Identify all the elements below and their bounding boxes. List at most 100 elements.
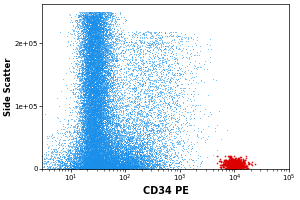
Point [140,110,144,113]
Point [92,100,96,103]
Point [81,84,86,87]
Point [235,165,239,169]
Point [89,19,94,22]
Point [94,101,98,104]
Point [244,164,249,167]
Point [110,167,115,171]
Point [125,99,130,103]
Point [93,91,98,94]
Point [96,66,101,69]
Point [86,130,91,133]
Point [131,146,136,150]
Point [81,86,86,89]
Point [187,133,191,136]
Point [83,95,88,98]
Point [87,152,92,155]
Point [128,150,133,153]
Point [96,165,101,169]
Point [81,160,85,163]
Point [81,101,86,105]
Point [91,84,95,87]
Point [70,166,74,169]
Point [195,92,200,95]
Point [113,56,118,60]
Point [102,31,107,35]
Point [93,165,98,168]
Point [88,63,92,66]
Point [88,148,93,151]
Point [85,71,90,75]
Point [97,15,102,18]
Point [116,135,121,138]
Point [153,158,158,162]
Point [104,34,109,37]
Point [110,156,115,159]
Point [174,126,178,129]
Point [82,28,86,31]
Point [106,157,111,160]
Point [161,127,166,130]
Point [92,73,97,77]
Point [89,130,94,133]
Point [164,90,169,93]
Point [93,28,98,32]
Point [93,28,98,31]
Point [119,137,124,141]
Point [96,146,101,149]
Point [97,162,102,165]
Point [140,150,145,153]
Point [101,164,106,167]
Point [82,52,86,56]
Point [93,140,98,143]
Point [94,27,99,31]
Point [90,87,95,90]
Point [94,137,98,140]
Point [114,152,119,155]
Point [98,85,103,88]
Point [91,158,96,162]
Point [105,44,110,47]
Point [91,40,96,43]
Point [76,139,80,142]
Point [86,28,91,31]
Point [92,164,96,167]
Point [105,121,110,124]
Point [86,153,91,156]
Point [91,14,95,18]
Point [74,140,79,143]
Point [157,84,162,87]
Point [180,108,185,111]
Point [92,74,97,77]
Point [91,139,95,142]
Point [80,165,84,168]
Point [145,155,150,159]
Point [145,154,150,157]
Point [89,29,94,32]
Point [78,161,82,164]
Point [97,30,102,33]
Point [136,166,140,169]
Point [86,83,91,86]
Point [166,152,171,155]
Point [87,161,92,164]
Point [74,149,78,152]
Point [97,128,101,132]
Point [160,110,165,114]
Point [158,165,163,168]
Point [94,67,98,70]
Point [178,72,183,76]
Point [94,122,99,125]
Point [88,111,92,114]
Point [128,155,133,158]
Point [85,140,90,144]
Point [85,166,90,169]
Point [93,84,98,87]
Point [84,146,88,150]
Point [83,154,88,157]
Point [93,146,98,149]
Point [91,139,96,142]
Point [85,71,89,74]
Point [97,65,101,68]
Point [86,85,91,88]
Point [109,83,114,87]
